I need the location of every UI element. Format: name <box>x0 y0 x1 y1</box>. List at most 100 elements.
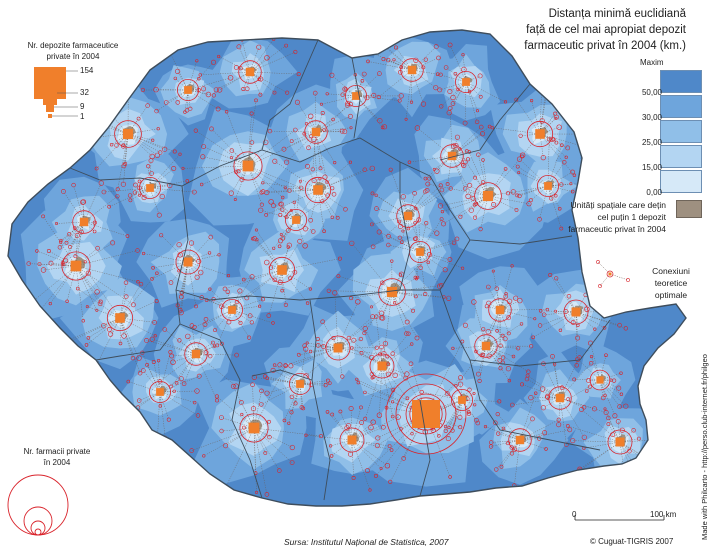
pharmacy-point <box>101 323 107 329</box>
pharmacy-point <box>542 430 548 436</box>
optimal-connection-line <box>355 74 365 97</box>
pharmacy-point <box>260 297 265 302</box>
pharmacy-point <box>331 117 335 122</box>
optimal-connection-line <box>599 379 620 407</box>
optimal-connection-line <box>599 379 622 395</box>
pharmacy-count-circle <box>409 397 443 431</box>
optimal-connection-line <box>559 363 592 399</box>
pharmacy-point <box>207 251 212 255</box>
optimal-connection-line <box>74 221 85 229</box>
optimal-connection-line <box>539 86 542 135</box>
depot-square <box>347 435 357 445</box>
optimal-connection-line <box>269 130 317 133</box>
optimal-connection-line <box>315 131 335 163</box>
pharmacies-legend-line-1: Nr. farmacii private <box>23 447 91 456</box>
pharmacy-point <box>529 98 534 103</box>
pharmacy-point <box>205 91 212 98</box>
optimal-connection-line <box>379 365 383 416</box>
pharmacy-point <box>296 72 301 77</box>
pharmacy-point <box>462 322 468 328</box>
pharmacy-point <box>443 424 448 429</box>
pharmacy-point <box>285 228 291 233</box>
pharmacy-point <box>215 398 220 403</box>
pharmacy-point <box>538 308 543 313</box>
optimal-connection-line <box>249 51 296 73</box>
distance-class-swatch-5 <box>660 170 702 193</box>
pharmacy-point <box>436 55 441 61</box>
pharmacy-point <box>149 171 154 176</box>
optimal-connection-line <box>176 353 197 383</box>
pharmacy-point <box>201 86 207 92</box>
pharmacy-point <box>172 389 176 393</box>
optimal-connection-line <box>488 309 501 332</box>
pharmacy-point <box>461 266 465 270</box>
pharmacy-point <box>446 295 452 301</box>
pharmacy-point <box>59 238 63 243</box>
optimal-connection-line <box>187 254 220 263</box>
optimal-connection-line <box>496 439 521 470</box>
distance-class-swatch-3 <box>660 120 702 143</box>
pharmacy-point <box>414 335 420 341</box>
optimal-connection-line <box>448 399 463 439</box>
optimal-connection-line <box>411 69 441 75</box>
pharmacy-point <box>414 206 418 210</box>
pharmacy-point <box>495 412 500 417</box>
optimal-connection-line <box>507 439 521 444</box>
optimal-connection-line <box>419 251 450 260</box>
pharmacy-point <box>277 244 282 249</box>
pharmacy-point <box>258 304 262 308</box>
pharmacy-point <box>651 460 656 465</box>
optimal-connection-line <box>416 251 421 279</box>
optimal-connection-line <box>351 407 362 441</box>
pharmacy-point <box>124 294 129 299</box>
pharmacy-point <box>213 328 217 333</box>
optimal-connection-line <box>71 317 121 342</box>
pharmacy-point <box>209 126 214 132</box>
pharmacy-point <box>392 372 398 379</box>
optimal-connection-line <box>291 383 301 413</box>
pharmacy-point <box>236 44 242 50</box>
optimal-connection-line <box>270 267 283 271</box>
pharmacy-point <box>136 280 140 284</box>
pharmacy-point <box>35 249 39 253</box>
pharmacy-point <box>315 343 321 348</box>
pharmacy-point <box>456 87 460 92</box>
optimal-connection-line <box>452 345 487 349</box>
pharmacy-point <box>289 394 294 400</box>
pharmacy-point <box>457 414 463 420</box>
optimal-connection-line <box>547 185 573 192</box>
pharmacy-point <box>310 167 315 172</box>
title-line-2: față de cel mai apropiat depozit <box>526 24 686 36</box>
optimal-connection-line <box>158 360 161 393</box>
pharmacy-point <box>280 288 285 293</box>
optimal-connection-line <box>540 311 577 326</box>
optimal-connection-line <box>75 265 138 282</box>
pharmacy-count-circle <box>400 58 424 82</box>
optimal-connection-line <box>304 345 339 349</box>
pharmacy-point <box>384 463 391 469</box>
pharmacy-point <box>460 339 465 344</box>
optimal-connection-line <box>75 242 113 267</box>
pharmacy-point <box>348 160 353 164</box>
optimal-connection-line <box>379 231 421 253</box>
optimal-connection-line <box>547 139 550 187</box>
pharmacy-count-circle <box>233 151 263 181</box>
pharmacy-point <box>255 238 259 242</box>
optimal-connection-line <box>347 95 357 104</box>
pharmacy-point <box>458 214 463 219</box>
optimal-connection-line <box>249 39 274 73</box>
pharmacy-point <box>219 341 224 346</box>
optimal-connection-line <box>268 269 283 316</box>
pharmacy-point <box>468 207 474 213</box>
pharmacy-point <box>570 169 575 175</box>
optimal-connection-line <box>37 265 77 315</box>
pharmacy-point <box>495 328 499 333</box>
pharmacy-point <box>374 345 379 350</box>
pharmacy-point <box>477 73 483 79</box>
pharmacy-point <box>242 277 246 282</box>
optimal-connection-line <box>419 223 427 253</box>
distance-class-swatch-4 <box>660 145 702 168</box>
optimal-connection-line <box>265 376 301 385</box>
pharmacy-point <box>438 183 443 188</box>
pharmacy-point <box>227 75 234 81</box>
